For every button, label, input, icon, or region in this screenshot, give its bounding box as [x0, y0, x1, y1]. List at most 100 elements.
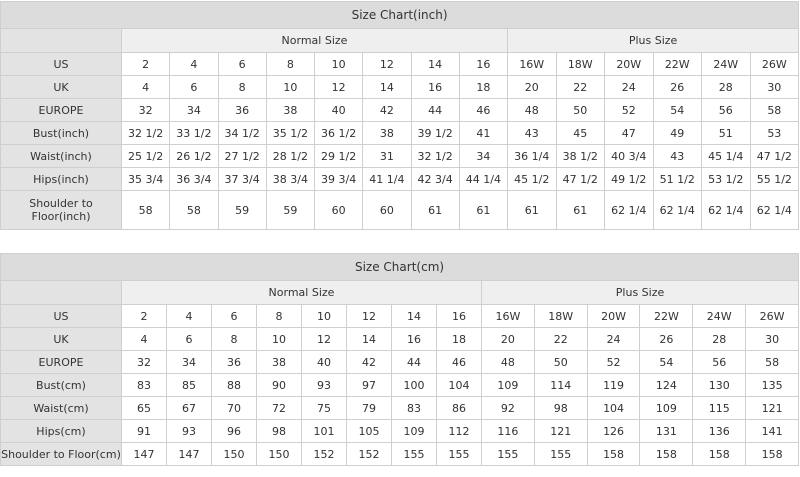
- size-cell: 58: [749, 98, 800, 122]
- size-table: Size Chart(cm) Normal Size Plus Size US 2 4 6 8…: [0, 253, 800, 466]
- size-cell: 39 1/2: [410, 121, 460, 145]
- size-cell: 93: [301, 373, 347, 397]
- size-cell: 109: [391, 419, 437, 443]
- size-cell: 24W: [692, 304, 747, 328]
- size-cell: 93: [166, 419, 212, 443]
- size-cell: 98: [533, 396, 588, 420]
- size-cell: 4: [166, 304, 212, 328]
- size-cell: 61: [458, 190, 509, 230]
- size-cell: 20W: [604, 52, 654, 76]
- size-cell: 88: [211, 373, 257, 397]
- size-cell: 2: [121, 304, 167, 328]
- row-label: EUROPE: [0, 98, 122, 122]
- size-cell: 18W: [533, 304, 588, 328]
- size-cell: 14: [391, 304, 437, 328]
- size-cell: 45: [555, 121, 605, 145]
- size-cell: 147: [166, 442, 212, 466]
- size-cell: 59: [265, 190, 316, 230]
- size-cell: 34 1/2: [217, 121, 267, 145]
- table-title: Size Chart(inch): [0, 1, 800, 29]
- size-cell: 65: [121, 396, 167, 420]
- size-cell: 40 3/4: [604, 144, 654, 168]
- row-label: EUROPE: [0, 350, 122, 374]
- size-cell: 79: [346, 396, 392, 420]
- table: Size Chart(cm) Normal Size Plus Size US 2 4 6 8…: [0, 253, 800, 466]
- size-cell: 6: [169, 75, 219, 99]
- size-cell: 92: [481, 396, 535, 420]
- size-cell: 38 1/2: [555, 144, 605, 168]
- size-cell: 30: [749, 75, 800, 99]
- size-cell: 26 1/2: [169, 144, 219, 168]
- size-cell: 22W: [639, 304, 694, 328]
- row-label: Bust(inch): [0, 121, 122, 145]
- size-cell: 4: [169, 52, 219, 76]
- size-cell: 131: [639, 419, 694, 443]
- size-cell: 155: [391, 442, 437, 466]
- size-cell: 16: [410, 75, 460, 99]
- size-cell: 36 1/4: [507, 144, 557, 168]
- size-cell: 52: [604, 98, 654, 122]
- size-row: Waist(inch) 25 1/2 26 1/2 27 1/2 28 1/2 29 1/…: [0, 144, 800, 168]
- size-cell: 25 1/2: [120, 144, 171, 168]
- size-row: EUROPE 32 34 36 38 40 42 44 46 48 50 52 54 56 58: [0, 98, 800, 122]
- size-cell: 51: [701, 121, 751, 145]
- size-row: Bust(inch) 32 1/2 33 1/2 34 1/2 35 1/2 36 1/2…: [0, 121, 800, 145]
- size-cell: 155: [481, 442, 535, 466]
- size-cell: 152: [301, 442, 347, 466]
- size-cell: 44: [391, 350, 437, 374]
- size-cell: 105: [346, 419, 392, 443]
- size-cell: 36: [211, 350, 257, 374]
- size-cell: 96: [211, 419, 257, 443]
- size-row: UK 4 6 8 10 12 14 16 18 20 22 24 26 28 30: [0, 327, 800, 351]
- row-label: UK: [0, 75, 122, 99]
- size-cell: 31: [362, 144, 412, 168]
- size-cell: 135: [745, 373, 800, 397]
- title-row: Size Chart(inch): [0, 1, 800, 29]
- size-cell: 8: [211, 327, 257, 351]
- size-cell: 8: [256, 304, 302, 328]
- size-cell: 150: [256, 442, 302, 466]
- size-cell: 49: [652, 121, 702, 145]
- size-cell: 49 1/2: [604, 167, 654, 191]
- size-cell: 97: [346, 373, 392, 397]
- size-cell: 158: [692, 442, 747, 466]
- size-cell: 36 3/4: [169, 167, 219, 191]
- row-label: Shoulder to Floor(cm): [0, 442, 122, 466]
- size-cell: 38: [256, 350, 302, 374]
- size-cell: 8: [217, 75, 267, 99]
- size-cell: 42: [362, 98, 412, 122]
- size-cell: 55 1/2: [749, 167, 800, 191]
- size-cell: 155: [436, 442, 482, 466]
- size-cell: 44: [410, 98, 460, 122]
- size-cell: 101: [301, 419, 347, 443]
- size-cell: 51 1/2: [652, 167, 702, 191]
- size-row: Hips(inch) 35 3/4 36 3/4 37 3/4 38 3/4 39 3/4…: [0, 167, 800, 191]
- size-cell: 14: [410, 52, 460, 76]
- size-cell: 50: [555, 98, 605, 122]
- size-cell: 39 3/4: [313, 167, 364, 191]
- size-cell: 42 3/4: [410, 167, 460, 191]
- size-cell: 32: [120, 98, 171, 122]
- size-cell: 43: [507, 121, 557, 145]
- size-cell: 112: [436, 419, 482, 443]
- size-row: Waist(cm) 65 67 70 72 75 79 83 86 92 98 104 109 115 12…: [0, 396, 800, 420]
- corner: [0, 280, 122, 305]
- size-cell: 109: [481, 373, 535, 397]
- size-cell: 104: [586, 396, 641, 420]
- size-row: EUROPE 32 34 36 38 40 42 44 46 48 50 52 54 56 58: [0, 350, 800, 374]
- size-cell: 20W: [586, 304, 641, 328]
- size-cell: 58: [745, 350, 800, 374]
- size-row: Hips(cm) 91 93 96 98 101 105 109 112 116 121 126 131…: [0, 419, 800, 443]
- size-cell: 41 1/4: [362, 167, 412, 191]
- size-cell: 37 3/4: [217, 167, 267, 191]
- size-cell: 48: [481, 350, 535, 374]
- size-cell: 6: [166, 327, 212, 351]
- size-cell: 16W: [507, 52, 557, 76]
- size-cell: 54: [639, 350, 694, 374]
- size-cell: 62 1/4: [604, 190, 654, 230]
- size-cell: 20: [507, 75, 557, 99]
- size-cell: 40: [313, 98, 364, 122]
- corner: [0, 28, 122, 53]
- size-cell: 34: [169, 98, 219, 122]
- size-cell: 86: [436, 396, 482, 420]
